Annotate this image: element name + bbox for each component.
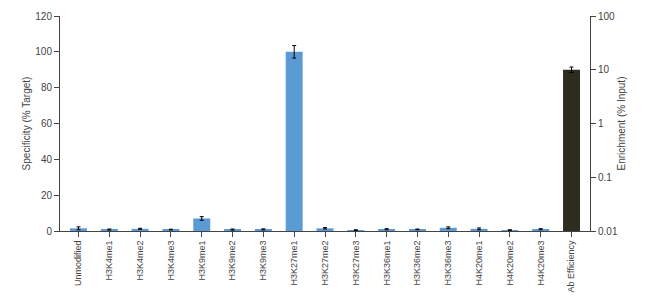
svg-text:Unmodified: Unmodified	[73, 241, 83, 287]
svg-text:H4K20me1: H4K20me1	[474, 241, 484, 286]
svg-text:H3K4me2: H3K4me2	[135, 241, 145, 281]
svg-text:H3K36me2: H3K36me2	[412, 241, 422, 286]
svg-text:120: 120	[35, 11, 52, 22]
svg-text:80: 80	[41, 82, 53, 93]
svg-text:Specificity (% Target): Specificity (% Target)	[21, 77, 32, 171]
svg-text:40: 40	[41, 154, 53, 165]
svg-text:H3K27me3: H3K27me3	[351, 241, 361, 286]
svg-text:H3K27me1: H3K27me1	[289, 241, 299, 286]
svg-text:10: 10	[598, 64, 610, 75]
svg-text:H3K4me1: H3K4me1	[104, 241, 114, 281]
svg-text:0.01: 0.01	[598, 226, 618, 237]
svg-text:Ab Efficiency: Ab Efficiency	[566, 240, 576, 292]
svg-text:H3K4me3: H3K4me3	[166, 241, 176, 281]
svg-text:H3K9me2: H3K9me2	[227, 241, 237, 281]
svg-text:H4K20me3: H4K20me3	[536, 241, 546, 286]
svg-text:100: 100	[598, 11, 615, 22]
svg-text:60: 60	[41, 118, 53, 129]
svg-text:H3K36me3: H3K36me3	[443, 241, 453, 286]
svg-text:100: 100	[35, 46, 52, 57]
svg-text:Enrichment (% Input): Enrichment (% Input)	[616, 77, 627, 171]
svg-text:1: 1	[598, 118, 604, 129]
svg-text:0.1: 0.1	[598, 172, 612, 183]
svg-text:H4K20me2: H4K20me2	[505, 241, 515, 286]
svg-text:H3K9me3: H3K9me3	[258, 241, 268, 281]
svg-text:H3K27me2: H3K27me2	[320, 241, 330, 286]
svg-text:0: 0	[46, 226, 52, 237]
svg-text:H3K9me1: H3K9me1	[197, 241, 207, 281]
svg-text:H3K36me1: H3K36me1	[382, 241, 392, 286]
svg-text:20: 20	[41, 190, 53, 201]
